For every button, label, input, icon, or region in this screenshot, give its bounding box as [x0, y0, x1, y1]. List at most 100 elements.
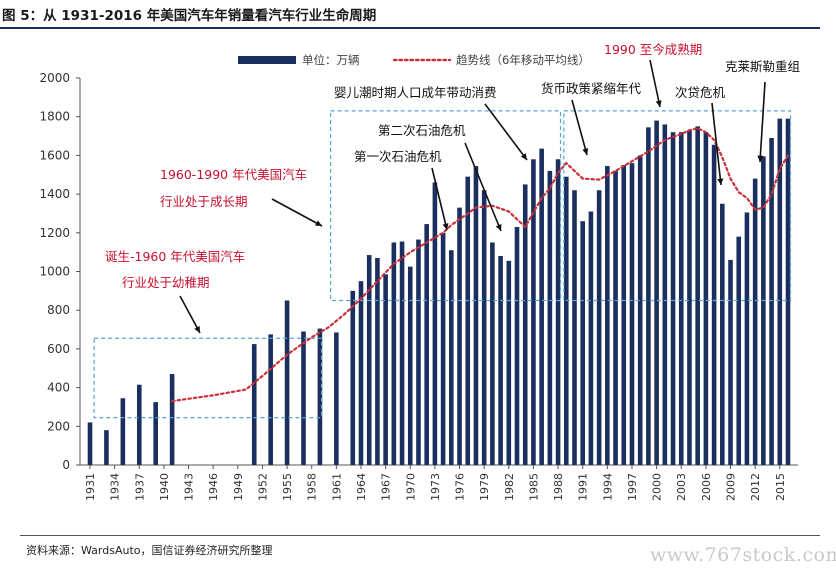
x-tick-label: 2003: [675, 473, 688, 501]
bar-2005: [695, 126, 700, 465]
annotation-label: 1990 至今成熟期: [604, 42, 702, 57]
bar-2008: [720, 203, 725, 465]
bar-2009: [728, 259, 733, 465]
y-tick-label: 1400: [39, 187, 70, 201]
bar-1967: [383, 274, 388, 465]
bar-2003: [678, 132, 684, 465]
bar-1935: [120, 398, 126, 465]
x-tick-label: 1985: [527, 473, 540, 501]
x-tick-label: 1991: [577, 473, 590, 501]
arrow-monetary-shaft: [571, 99, 588, 156]
bar-1980: [490, 242, 495, 465]
bar-1931: [87, 422, 93, 465]
bar-1976: [457, 207, 462, 465]
bar-1951: [251, 344, 257, 465]
arrow-growth-head: [315, 220, 322, 226]
bar-1965: [366, 255, 372, 465]
arrow-oil-crisis-1-head: [442, 223, 449, 230]
bar-1957: [301, 331, 306, 465]
bar-1988: [555, 159, 561, 465]
bar-1953: [268, 334, 273, 465]
bar-1992: [588, 211, 594, 465]
bar-1979: [481, 190, 487, 466]
annotation-label: 行业处于幼稚期: [122, 275, 210, 290]
y-tick-label: 600: [47, 342, 70, 356]
bar-2001: [662, 124, 668, 465]
arrow-infancy-head: [194, 326, 200, 333]
arrow-monetary-head: [582, 148, 589, 155]
source-note: 资料来源：WardsAuto，国信证券经济研究所整理: [26, 544, 273, 557]
x-tick-label: 1937: [133, 473, 146, 501]
period-box-maturity: [563, 110, 792, 302]
x-tick-label: 1931: [84, 473, 97, 501]
bar-2012: [752, 178, 758, 465]
x-tick-label: 2000: [651, 473, 664, 501]
bar-1933: [104, 430, 109, 465]
bar-2010: [736, 236, 742, 465]
arrow-baby-boom-shaft: [484, 103, 528, 161]
legend-bar-label: 单位：万辆: [302, 53, 360, 67]
bar-1999: [646, 127, 651, 465]
y-tick-label: 200: [47, 419, 70, 433]
bar-1972: [424, 224, 429, 465]
arrow-subprime-head: [717, 178, 724, 185]
legend-bar-swatch: [238, 56, 296, 64]
annotation-label: 行业处于成长期: [160, 194, 248, 209]
x-tick-label: 1961: [330, 473, 343, 501]
bar-1985: [531, 159, 536, 465]
arrow-oil-crisis-2-shaft: [464, 142, 502, 232]
arrow-oil-crisis-2-head: [495, 224, 502, 231]
watermark: www.767stock.com: [650, 544, 836, 566]
bar-1996: [621, 165, 627, 465]
bar-2016: [785, 118, 791, 465]
source-rule: [20, 535, 820, 536]
x-tick-label: 1955: [281, 473, 294, 501]
y-tick-label: 2000: [39, 71, 70, 85]
trend-line: [171, 127, 790, 403]
x-tick-label: 2015: [774, 473, 787, 501]
bar-1955: [284, 300, 290, 465]
bar-1986: [539, 148, 544, 465]
bar-1973: [432, 182, 438, 466]
y-tick-label: 800: [47, 303, 70, 317]
x-tick-label: 1940: [158, 473, 171, 501]
arrow-infancy-shaft: [179, 295, 201, 334]
x-tick-label: 2012: [749, 473, 762, 501]
legend-trend-label: 趋势线（6年移动平均线）: [456, 53, 590, 67]
bar-1989: [563, 176, 569, 465]
bar-1966: [375, 257, 380, 465]
annotation-label: 货币政策紧缩年代: [541, 81, 642, 96]
x-tick-label: 1982: [503, 473, 516, 501]
y-tick-label: 400: [47, 381, 70, 395]
bar-1968: [391, 242, 397, 465]
arrow-growth-shaft: [271, 198, 323, 227]
x-tick-label: 1964: [355, 473, 368, 501]
bar-1982: [506, 260, 512, 465]
arrow-maturity-shaft: [649, 59, 661, 108]
bar-2006: [703, 132, 709, 465]
bar-2000: [654, 120, 659, 465]
x-tick-label: 1997: [626, 473, 639, 501]
bar-2004: [687, 130, 692, 465]
bar-1994: [605, 166, 610, 466]
y-tick-label: 1800: [39, 110, 70, 124]
bar-1984: [522, 184, 528, 466]
bar-2011: [744, 212, 750, 465]
arrow-subprime-shaft: [711, 102, 722, 186]
bar-1941: [169, 374, 175, 465]
annotation-label: 第一次石油危机: [354, 149, 442, 164]
arrow-oil-crisis-1-shaft: [431, 167, 448, 231]
bar-1983: [514, 226, 520, 465]
annotation-label: 克莱斯勒重组: [725, 59, 800, 74]
period-box-growth: [330, 110, 562, 302]
bar-1970: [407, 266, 413, 465]
bar-1969: [399, 241, 405, 465]
annotation-label: 第二次石油危机: [378, 123, 466, 138]
x-tick-label: 1952: [256, 473, 269, 501]
bar-1937: [136, 384, 142, 465]
bar-2014: [769, 137, 774, 466]
annotation-label: 次贷危机: [675, 85, 726, 100]
bar-2007: [711, 144, 717, 465]
x-tick-label: 1994: [601, 473, 614, 501]
